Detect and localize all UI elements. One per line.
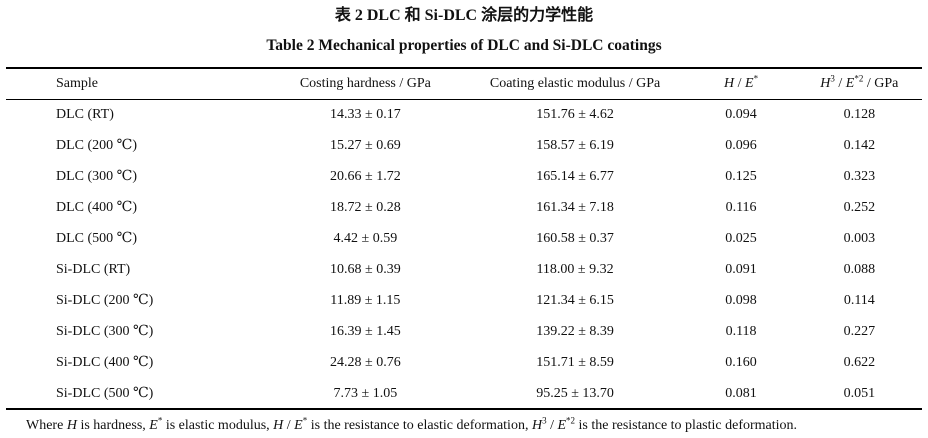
- cell-h3-over-e2: 0.323: [843, 168, 876, 184]
- table-bottom-rule: [6, 408, 922, 410]
- table-row: DLC (200 ℃) 15.27 ± 0.69 158.57 ± 6.19 0.09…: [6, 130, 922, 161]
- cell-hardness: 11.89 ± 1.15: [330, 292, 401, 308]
- cell-h-over-e: 0.081: [725, 385, 757, 401]
- cell-hardness: 18.72 ± 0.28: [330, 199, 401, 215]
- table-row: DLC (RT) 14.33 ± 0.17 151.76 ± 4.62 0.094 0.…: [6, 99, 922, 130]
- table-row: DLC (500 ℃) 4.42 ± 0.59 160.58 ± 0.37 0.025…: [6, 223, 922, 254]
- cell-h3-over-e2: 0.252: [843, 199, 876, 215]
- cell-sample: DLC (400 ℃): [56, 200, 137, 215]
- cell-h3-over-e2: 0.003: [843, 230, 876, 246]
- table-caption-chinese: 表 2 DLC 和 Si-DLC 涂层的力学性能: [334, 7, 594, 24]
- table-body: DLC (RT) 14.33 ± 0.17 151.76 ± 4.62 0.094 0.…: [6, 99, 922, 409]
- cell-hardness: 14.33 ± 0.17: [330, 107, 401, 122]
- cell-sample: DLC (200 ℃): [56, 138, 137, 153]
- cell-h3-over-e2: 0.142: [843, 137, 876, 153]
- cell-modulus: 121.34 ± 6.15: [536, 292, 614, 308]
- header-h3-over-e2: H3 / E*2 / GPa: [820, 72, 899, 91]
- cell-sample: DLC (500 ℃): [56, 231, 137, 246]
- table-header-rule: [6, 99, 922, 100]
- cell-modulus: 151.76 ± 4.62: [536, 107, 614, 122]
- cell-sample: Si-DLC (200 ℃): [56, 293, 154, 308]
- cell-modulus: 161.34 ± 7.18: [536, 199, 614, 215]
- header-hardness: Costing hardness / GPa: [299, 75, 431, 91]
- table-row: Si-DLC (200 ℃) 11.89 ± 1.15 121.34 ± 6.15 0…: [6, 285, 922, 316]
- cell-h-over-e: 0.125: [725, 168, 757, 184]
- cell-sample: Si-DLC (400 ℃): [56, 355, 154, 370]
- table-row: Si-DLC (RT) 10.68 ± 0.39 118.00 ± 9.32 0.09…: [6, 254, 922, 285]
- cell-modulus: 95.25 ± 13.70: [536, 385, 614, 401]
- cell-hardness: 10.68 ± 0.39: [330, 261, 401, 277]
- table-row: DLC (400 ℃) 18.72 ± 0.28 161.34 ± 7.18 0.11…: [6, 192, 922, 223]
- header-sample: Sample: [56, 75, 98, 91]
- cell-hardness: 4.42 ± 0.59: [333, 230, 398, 246]
- table-row: Si-DLC (500 ℃) 7.73 ± 1.05 95.25 ± 13.70 0.…: [6, 378, 922, 409]
- cell-h-over-e: 0.094: [725, 107, 757, 122]
- table-row: Si-DLC (400 ℃) 24.28 ± 0.76 151.71 ± 8.59 0…: [6, 347, 922, 378]
- cell-hardness: 7.73 ± 1.05: [333, 385, 398, 401]
- table-top-rule: [6, 67, 922, 69]
- cell-h-over-e: 0.096: [725, 137, 757, 153]
- cell-modulus: 165.14 ± 6.77: [536, 168, 614, 184]
- header-modulus: Coating elastic modulus / GPa: [489, 75, 661, 91]
- cell-modulus: 151.71 ± 8.59: [536, 354, 614, 370]
- cell-h3-over-e2: 0.227: [843, 323, 876, 339]
- header-h-over-e: H / E*: [724, 72, 759, 91]
- cell-h-over-e: 0.116: [725, 199, 757, 215]
- cell-h-over-e: 0.098: [725, 292, 757, 308]
- cell-h3-over-e2: 0.622: [843, 354, 876, 370]
- cell-modulus: 118.00 ± 9.32: [536, 261, 614, 277]
- cell-modulus: 139.22 ± 8.39: [536, 323, 614, 339]
- cell-modulus: 158.57 ± 6.19: [536, 137, 614, 153]
- table-caption-english: Table 2 Mechanical properties of DLC and…: [266, 37, 662, 54]
- cell-sample: Si-DLC (RT): [56, 261, 131, 277]
- table-row: Si-DLC (300 ℃) 16.39 ± 1.45 139.22 ± 8.39 0…: [6, 316, 922, 347]
- cell-hardness: 15.27 ± 0.69: [330, 137, 401, 153]
- cell-h-over-e: 0.025: [725, 230, 757, 246]
- cell-h3-over-e2: 0.114: [843, 292, 875, 308]
- cell-hardness: 20.66 ± 1.72: [330, 168, 401, 184]
- cell-sample: Si-DLC (300 ℃): [56, 324, 154, 339]
- cell-modulus: 160.58 ± 0.37: [536, 230, 614, 246]
- mechanical-properties-table: Sample Costing hardness / GPa Coating el…: [6, 68, 922, 409]
- cell-h-over-e: 0.160: [725, 354, 757, 370]
- cell-hardness: 16.39 ± 1.45: [330, 323, 401, 339]
- cell-sample: DLC (RT): [56, 107, 114, 122]
- cell-hardness: 24.28 ± 0.76: [330, 354, 401, 370]
- cell-h3-over-e2: 0.051: [843, 385, 876, 401]
- cell-h-over-e: 0.091: [725, 261, 757, 277]
- cell-h3-over-e2: 0.128: [843, 107, 876, 122]
- table-header-row: Sample Costing hardness / GPa Coating el…: [6, 68, 922, 99]
- cell-sample: DLC (300 ℃): [56, 169, 137, 184]
- cell-h3-over-e2: 0.088: [843, 261, 876, 277]
- cell-h-over-e: 0.118: [725, 323, 757, 339]
- table-row: DLC (300 ℃) 20.66 ± 1.72 165.14 ± 6.77 0.12…: [6, 161, 922, 192]
- table-footnote: Where H is hardness, E* is elastic modul…: [26, 415, 798, 433]
- cell-sample: Si-DLC (500 ℃): [56, 386, 154, 401]
